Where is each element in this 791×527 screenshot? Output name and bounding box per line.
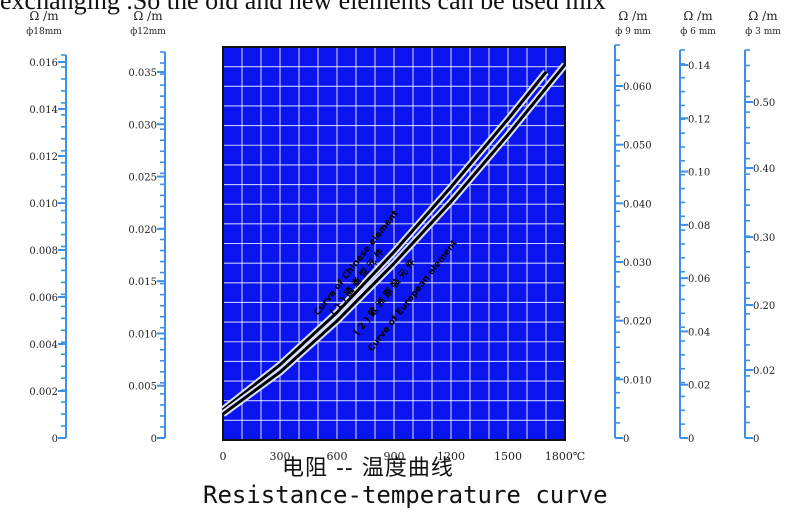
axis-tick-label: 0	[623, 434, 629, 445]
axis-tick-label: 0.10	[688, 168, 710, 179]
axis-tick-label: 0.025	[128, 173, 157, 184]
axis-3mm: Ω /m ф 3 mm 0 0.02 0.20 0.30 0.40 0.50	[744, 9, 781, 445]
axis-tick-label: 0.010	[623, 375, 652, 386]
axis-6mm: Ω /m ф 6 mm 0 0.02 0.04 0.06 0.08 0.10 0.12 0.14	[679, 9, 716, 445]
axis-unit: Ω /m	[29, 9, 59, 23]
axis-unit: Ω /m	[748, 9, 778, 23]
axis-tick-label: 0.035	[128, 68, 157, 79]
axis-tick-label: 0.020	[623, 317, 652, 328]
axis-diameter: ф 9 mm	[615, 27, 651, 37]
x-tick-label: 1200	[437, 450, 465, 463]
axis-tick-label: 0.030	[623, 258, 652, 269]
axis-18mm: Ω /m ф18mm 0 0.002 0.004 0.006 0.008 0.010 0.012…	[26, 9, 67, 445]
axis-tick-label: 0.20	[753, 301, 775, 312]
curve-point	[393, 251, 395, 253]
axis-tick-label: 0.004	[29, 340, 58, 351]
axis-diameter: ф12mm	[130, 27, 166, 37]
axis-tick-label: 0.015	[128, 277, 157, 288]
x-tick-label: 1800℃	[545, 450, 585, 463]
curve-point	[222, 413, 224, 415]
axis-tick-label: 0.020	[128, 225, 157, 236]
grid	[222, 46, 566, 441]
curve-point	[450, 186, 452, 188]
curve-point	[336, 311, 338, 314]
axis-tick-label: 0.016	[29, 58, 58, 69]
plot-border	[222, 46, 566, 441]
axis-tick-label: 0.060	[623, 82, 652, 93]
axis-diameter: ф18mm	[26, 27, 62, 37]
curve-point	[279, 371, 281, 373]
axis-unit: Ω /m	[133, 9, 163, 23]
chart-title-en: Resistance-temperature curve	[203, 481, 608, 509]
x-axis: 0 300 600 900 1200 1500 1800℃	[220, 450, 586, 463]
axis-12mm: Ω /m ф12mm 0 0.005 0.010 0.015 0.020 0.025 0.030…	[128, 9, 166, 445]
axis-tick-label: 0.12	[688, 114, 710, 125]
axis-tick-label: 0.08	[688, 221, 710, 232]
axis-tick-label: 0	[52, 434, 58, 445]
x-tick-label: 600	[327, 450, 348, 463]
top-text-fragment: exchanging .So the old and new elements …	[0, 0, 606, 15]
axis-tick-label: 0.030	[128, 120, 157, 131]
axis-tick-label: 0.02	[753, 366, 775, 377]
curves	[220, 62, 568, 417]
x-tick-label: 0	[220, 450, 227, 463]
axis-tick-label: 0.014	[29, 105, 58, 116]
axis-unit: Ω /m	[618, 9, 648, 23]
axis-tick-label: 0.005	[128, 382, 157, 393]
axis-diameter: ф 3 mm	[745, 27, 781, 37]
axis-tick-label: 0.02	[688, 381, 710, 392]
axis-tick-label: 0	[753, 434, 759, 445]
axis-tick-label: 0.30	[753, 233, 775, 244]
axis-diameter: ф 6 mm	[680, 27, 716, 37]
curve-point	[507, 133, 509, 136]
axis-tick-label: 0.008	[29, 246, 58, 257]
axis-tick-label: 0.40	[753, 164, 775, 175]
axis-tick-label: 0.010	[29, 199, 58, 210]
axis-unit: Ω /m	[683, 9, 713, 23]
axis-tick-label: 0.010	[128, 329, 157, 340]
value-axes: Ω /m ф18mm 0 0.002 0.004 0.006 0.008 0.010 0.012…	[26, 9, 781, 445]
axis-tick-label: 0.04	[688, 327, 710, 338]
axis-tick-label: 0.06	[688, 274, 710, 285]
curve-point	[336, 320, 338, 322]
axis-tick-label: 0.14	[688, 61, 710, 72]
axis-tick-label: 0.50	[753, 98, 775, 109]
curve-point	[393, 262, 395, 265]
x-tick-label: 900	[384, 450, 405, 463]
axis-tick-label: 0.002	[29, 387, 58, 398]
curve-point	[279, 364, 281, 366]
axis-tick-label: 0	[688, 434, 694, 445]
curve-point	[450, 200, 452, 203]
curve-point	[545, 71, 547, 73]
axis-tick-label: 0.012	[29, 152, 58, 163]
axis-9mm: Ω /m ф 9 mm 0 0.010 0.020 0.030 0.040 0.050 0.06…	[614, 9, 652, 445]
curve-point	[507, 118, 509, 120]
axis-tick-label: 0.006	[29, 293, 58, 304]
axis-tick-label: 0.050	[623, 141, 652, 152]
x-tick-label: 1500	[494, 450, 522, 463]
curve-point	[564, 63, 566, 66]
x-tick-label: 300	[270, 450, 291, 463]
axis-tick-label: 0	[151, 434, 157, 445]
axis-tick-label: 0.040	[623, 199, 652, 210]
chart-title-cn: 电阻 -- 温度曲线	[282, 456, 454, 481]
